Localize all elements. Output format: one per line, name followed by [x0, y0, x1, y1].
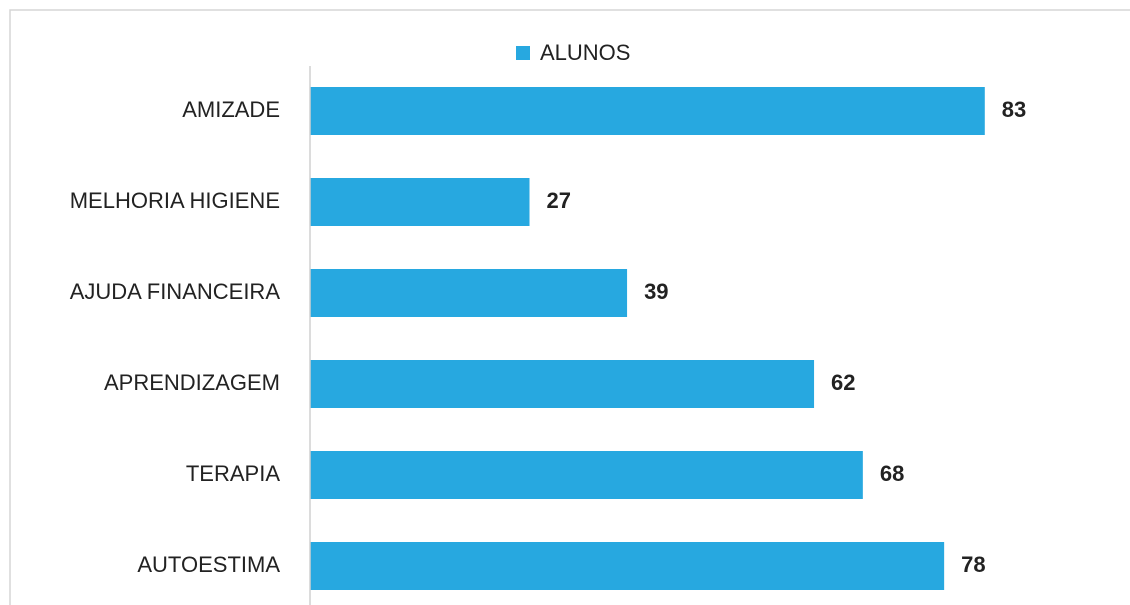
- bar: [310, 451, 863, 499]
- y-tick-label: AMIZADE: [182, 97, 280, 122]
- data-label: 78: [961, 552, 985, 577]
- legend-swatch: [516, 46, 530, 60]
- bar: [310, 269, 628, 317]
- y-tick-label: APRENDIZAGEM: [104, 370, 280, 395]
- data-label: 27: [547, 188, 571, 213]
- bar: [310, 87, 985, 135]
- legend-label: ALUNOS: [540, 40, 630, 65]
- data-label: 83: [1002, 97, 1026, 122]
- bar: [310, 360, 815, 408]
- bar: [310, 178, 530, 226]
- y-tick-label: AJUDA FINANCEIRA: [70, 279, 281, 304]
- data-label: 39: [644, 279, 668, 304]
- data-label: 68: [880, 461, 904, 486]
- y-tick-label: MELHORIA HIGIENE: [70, 188, 280, 213]
- bar: [310, 542, 945, 590]
- data-label: 62: [831, 370, 855, 395]
- y-tick-label: TERAPIA: [186, 461, 280, 486]
- y-tick-label: AUTOESTIMA: [137, 552, 280, 577]
